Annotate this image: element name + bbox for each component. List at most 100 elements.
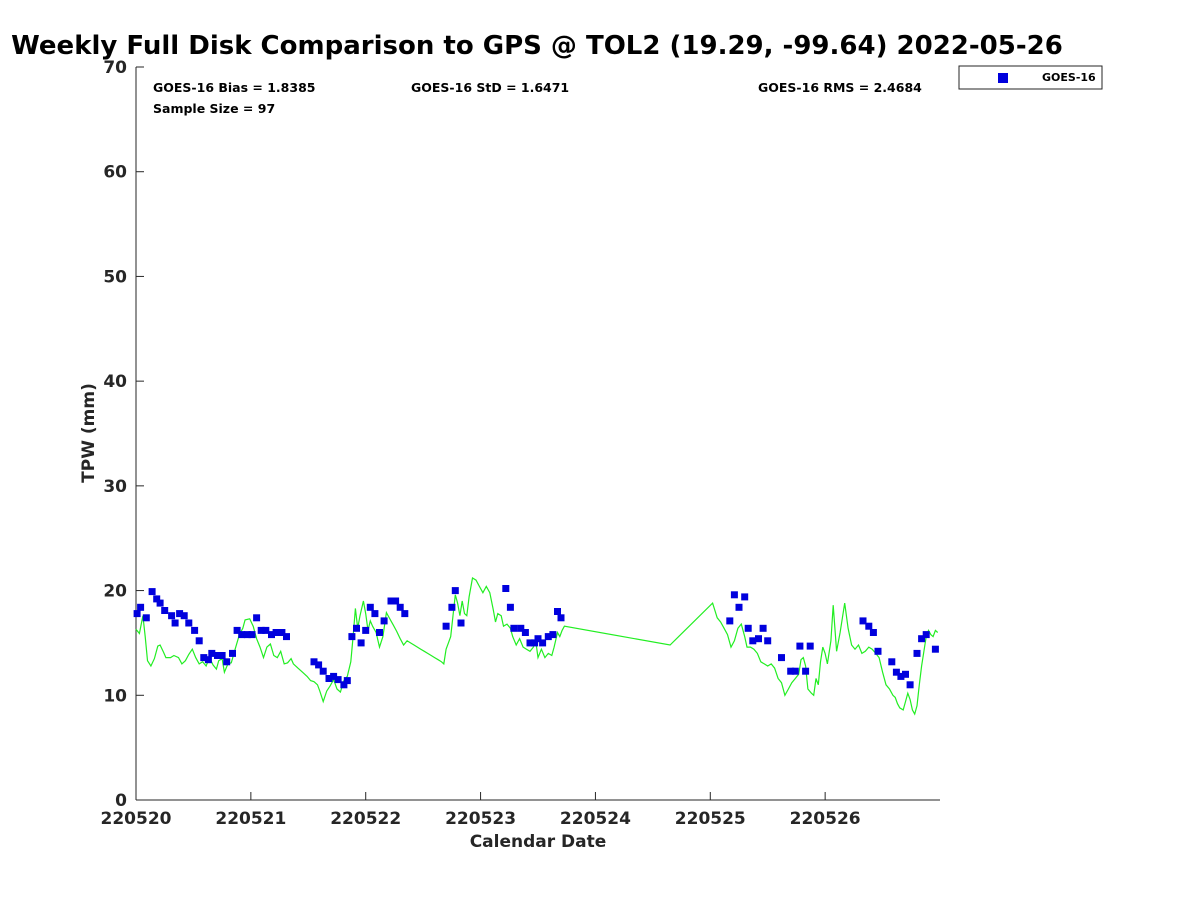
goes16-scatter-series — [133, 585, 939, 689]
sample-size-stat: Sample Size = 97 — [153, 101, 275, 116]
goes16-point — [348, 633, 356, 641]
goes16-point — [376, 629, 383, 636]
goes16-point — [897, 672, 905, 680]
goes16-point — [137, 603, 145, 611]
goes16-point — [334, 676, 342, 684]
y-tick-label: 50 — [103, 267, 127, 287]
goes16-point — [806, 642, 814, 650]
goes16-point — [272, 629, 280, 636]
x-ticks: 220520 220521 220522 220523 220524 220525 2205… — [101, 792, 861, 829]
goes16-point — [457, 619, 465, 627]
goes16-point — [153, 595, 161, 603]
goes16-point — [539, 639, 547, 647]
goes16-point — [802, 667, 810, 675]
chart-title: Weekly Full Disk Comparison to GPS @ TOL… — [11, 31, 1063, 61]
goes16-point — [238, 631, 246, 639]
goes16-point — [544, 633, 552, 641]
goes16-point — [448, 603, 456, 611]
goes16-point — [380, 617, 388, 625]
goes16-point — [185, 619, 193, 627]
goes16-point — [521, 629, 529, 636]
goes16-point — [874, 647, 882, 655]
y-tick-label: 10 — [103, 686, 127, 706]
x-axis-label: Calendar Date — [470, 832, 607, 852]
goes16-point — [730, 591, 738, 599]
x-tick-label: 220523 — [445, 809, 516, 829]
x-tick-label: 220522 — [330, 809, 401, 829]
goes16-point — [401, 610, 409, 618]
y-tick-label: 60 — [103, 163, 127, 183]
goes16-point — [451, 587, 459, 595]
goes16-point — [506, 603, 514, 611]
goes16-point — [142, 614, 150, 622]
goes16-point — [343, 677, 351, 685]
goes16-point — [787, 667, 795, 675]
goes16-point — [726, 617, 734, 625]
y-tick-label: 0 — [115, 791, 127, 811]
plot-axes — [135, 67, 940, 801]
goes16-point — [176, 610, 184, 618]
goes16-point — [208, 649, 216, 657]
y-tick-label: 40 — [103, 372, 127, 392]
goes16-point — [223, 658, 231, 666]
goes16-point — [148, 588, 156, 596]
goes16-point — [253, 614, 261, 622]
x-tick-label: 220524 — [560, 809, 631, 829]
goes16-point — [204, 656, 212, 664]
goes16-point — [869, 629, 877, 636]
goes16-point — [888, 658, 896, 666]
x-tick-label: 220525 — [675, 809, 746, 829]
goes16-point — [913, 649, 921, 657]
goes16-point — [744, 624, 752, 632]
goes16-point — [510, 624, 518, 632]
y-axis-label: TPW (mm) — [79, 383, 99, 483]
goes16-point — [741, 593, 749, 601]
goes16-point — [931, 645, 939, 653]
goes16-point — [859, 617, 867, 625]
goes16-point — [161, 607, 169, 614]
y-tick-label: 30 — [103, 477, 127, 497]
goes16-point — [195, 637, 203, 645]
legend: GOES-16 — [958, 65, 1103, 90]
goes16-point — [755, 635, 762, 643]
goes16-point — [778, 654, 785, 662]
goes16-point — [191, 626, 199, 634]
goes16-point — [387, 597, 395, 605]
goes16-point — [922, 631, 930, 639]
goes16-point — [906, 681, 914, 689]
goes16-point — [442, 622, 450, 630]
goes16-point — [268, 631, 275, 639]
goes16-point — [396, 603, 404, 611]
goes16-point — [392, 597, 400, 605]
goes16-point — [171, 619, 179, 627]
legend-label-goes16: GOES-16 — [1042, 71, 1096, 84]
goes16-point — [554, 608, 561, 615]
goes16-point — [262, 626, 270, 634]
x-tick-label: 220521 — [215, 809, 286, 829]
goes16-point — [371, 610, 379, 618]
goes16-point — [180, 612, 188, 620]
rms-stat: GOES-16 RMS = 2.4684 — [758, 80, 922, 95]
goes16-point — [735, 603, 743, 611]
goes16-point — [764, 637, 772, 645]
goes16-point — [759, 624, 767, 632]
goes16-point — [892, 668, 900, 676]
goes16-point — [749, 637, 757, 645]
y-tick-label: 70 — [103, 58, 127, 78]
goes16-point — [319, 667, 327, 675]
goes16-point — [168, 612, 176, 620]
y-tick-label: 20 — [103, 582, 127, 602]
goes16-point — [865, 622, 873, 630]
goes16-point — [526, 639, 534, 647]
bias-stat: GOES-16 Bias = 1.8385 — [153, 80, 315, 95]
legend-marker-goes16 — [998, 73, 1008, 83]
goes16-point — [366, 603, 374, 611]
goes16-point — [325, 675, 333, 682]
goes16-point — [531, 639, 539, 647]
goes16-point — [557, 614, 565, 622]
goes16-point — [283, 633, 290, 641]
stats-annotations: GOES-16 Bias = 1.8385 GOES-16 StD = 1.64… — [153, 80, 922, 116]
goes16-point — [796, 642, 804, 650]
goes16-point — [340, 681, 348, 689]
